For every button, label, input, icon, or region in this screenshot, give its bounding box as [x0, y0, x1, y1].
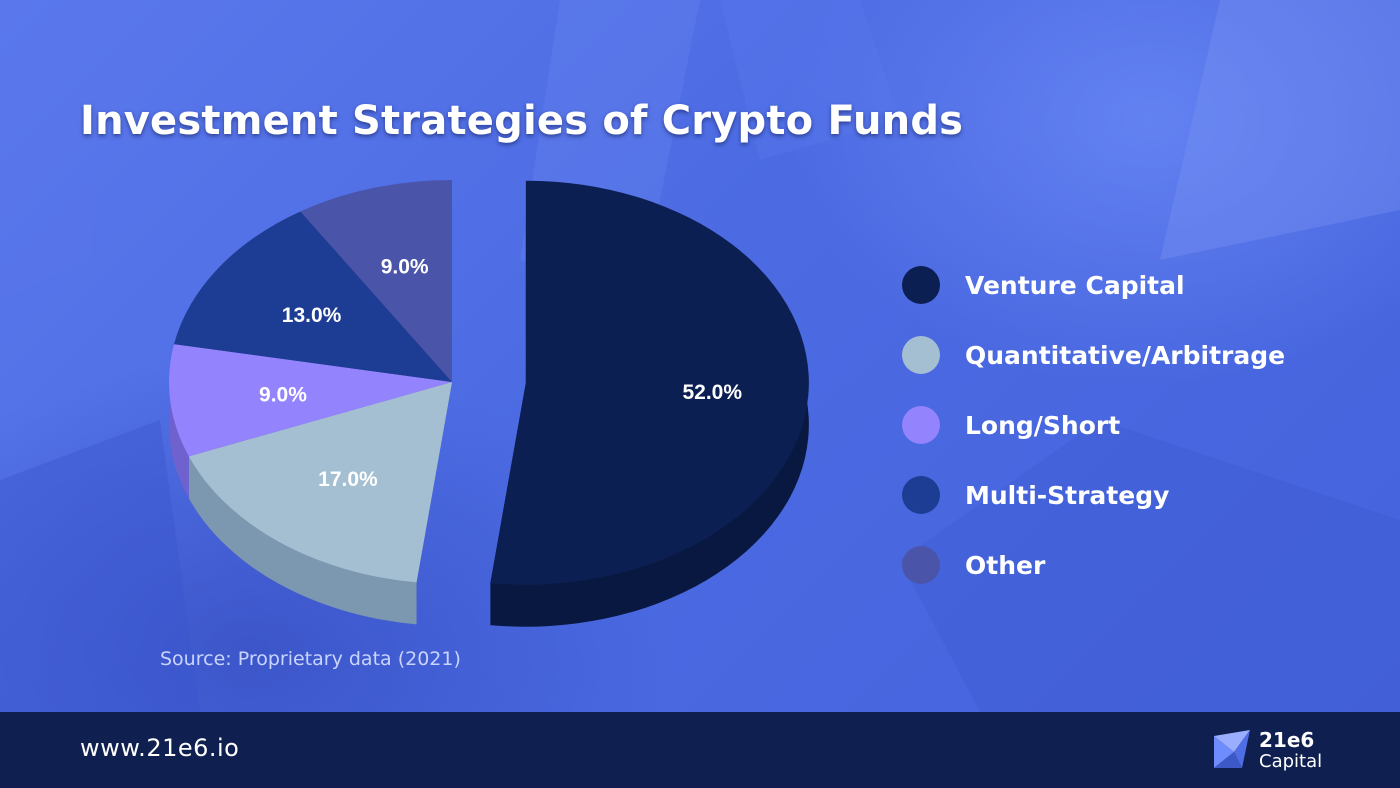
legend-label-3: Multi-Strategy: [965, 480, 1170, 510]
legend-item-1: Quantitative/Arbitrage: [902, 320, 1285, 390]
legend-item-3: Multi-Strategy: [902, 460, 1285, 530]
pie-slice-0: [490, 180, 809, 585]
legend-item-4: Other: [902, 530, 1285, 600]
legend-item-2: Long/Short: [902, 390, 1285, 460]
website-link[interactable]: www.21e6.io: [80, 734, 240, 762]
pie-label-layer: 52.0% 17.0% 9.0% 13.0% 9.0%: [259, 256, 742, 491]
legend-label-2: Long/Short: [965, 410, 1121, 440]
legend-swatch-1: [902, 336, 940, 374]
pie-slice-2: [169, 344, 452, 457]
footer-bar: www.21e6.io 21e6 Capital: [0, 712, 1400, 788]
brand-name: 21e6: [1259, 728, 1315, 752]
pie-slice-label-0: 52.0%: [682, 381, 742, 404]
pie-slice-label-1: 17.0%: [318, 468, 378, 491]
legend-swatch-4: [902, 546, 940, 584]
legend-label-0: Venture Capital: [965, 270, 1185, 300]
brand-subtitle: Capital: [1259, 751, 1323, 772]
chart-legend: Venture Capital Quantitative/Arbitrage Lon…: [902, 250, 1285, 600]
source-note: Source: Proprietary data (2021): [160, 648, 461, 670]
pie-slice-label-3: 13.0%: [282, 304, 342, 327]
legend-swatch-3: [902, 476, 940, 514]
brand-icon: [1214, 730, 1250, 768]
legend-swatch-2: [902, 406, 940, 444]
chart-title: Investment Strategies of Crypto Funds: [80, 98, 964, 144]
pie-slice-1: [188, 382, 452, 583]
pie-slice-label-4: 9.0%: [381, 256, 429, 279]
brand-logo: 21e6 Capital: [1212, 726, 1342, 776]
pie-slice-3: [174, 211, 453, 382]
legend-item-0: Venture Capital: [902, 250, 1285, 320]
legend-label-1: Quantitative/Arbitrage: [965, 340, 1286, 370]
pie-slice-label-2: 9.0%: [259, 383, 307, 406]
legend-label-4: Other: [965, 550, 1046, 580]
pie-top-layer: [169, 180, 809, 585]
legend-swatch-0: [902, 266, 940, 304]
pie-chart: 52.0% 17.0% 9.0% 13.0% 9.0%: [169, 180, 809, 627]
pie-slice-4: [300, 180, 452, 382]
